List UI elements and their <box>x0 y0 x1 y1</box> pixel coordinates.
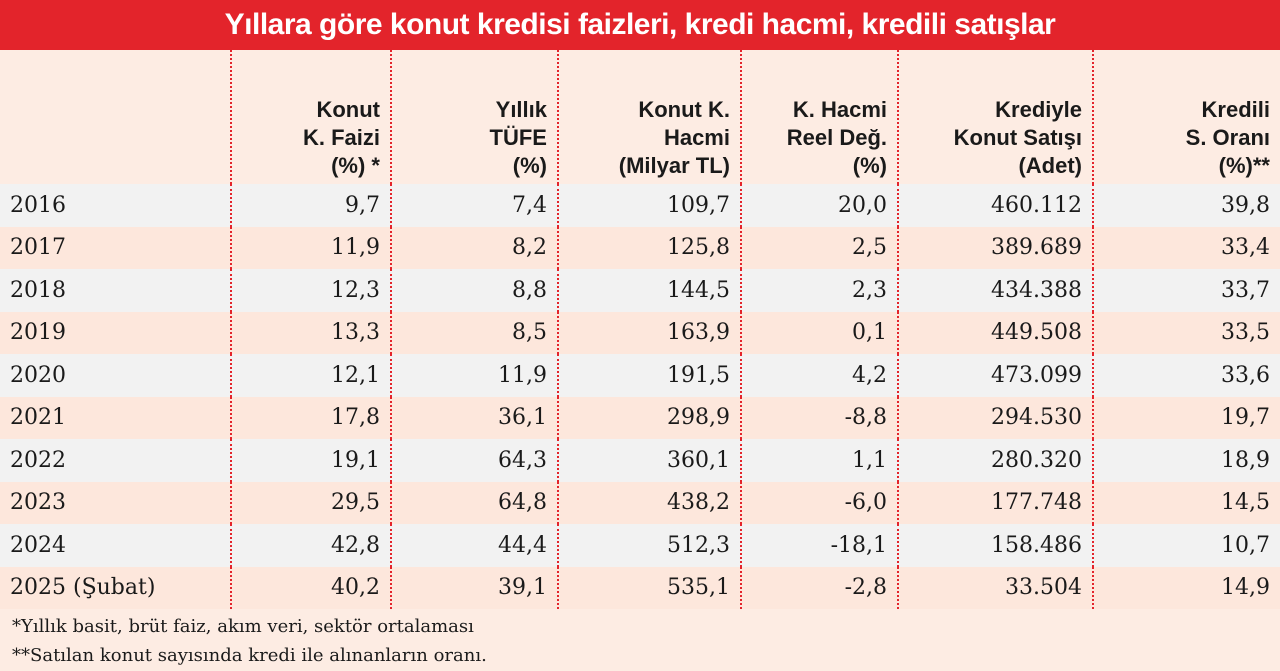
loan-volume-cell: 298,9 <box>557 396 741 439</box>
loan-volume-cell: 438,2 <box>557 481 741 524</box>
credit-ratio-cell: 33,4 <box>1092 226 1280 269</box>
real-change-cell: -8,8 <box>740 396 898 439</box>
credit-ratio-cell: 14,5 <box>1092 481 1280 524</box>
table-row: 2016 9,7 7,4 109,7 20,0 460.112 39,8 <box>0 184 1280 227</box>
header-cell-year <box>0 50 231 184</box>
year-cell: 2021 <box>0 396 231 439</box>
cpi-cell: 39,1 <box>390 566 558 609</box>
credit-ratio-cell: 10,7 <box>1092 524 1280 567</box>
credit-sales-cell: 389.689 <box>897 226 1093 269</box>
real-change-cell: 0,1 <box>740 311 898 354</box>
year-cell: 2019 <box>0 311 231 354</box>
interest-rate-cell: 13,3 <box>230 311 391 354</box>
credit-ratio-cell: 39,8 <box>1092 184 1280 227</box>
header-cell-interest-rate: Konut K. Faizi (%) * <box>230 50 391 184</box>
table-row: 2025 (Şubat) 40,2 39,1 535,1 -2,8 33.504 14,9 <box>0 566 1280 609</box>
interest-rate-cell: 9,7 <box>230 184 391 227</box>
loan-volume-cell: 360,1 <box>557 439 741 482</box>
cpi-cell: 64,8 <box>390 481 558 524</box>
real-change-cell: -6,0 <box>740 481 898 524</box>
credit-sales-cell: 473.099 <box>897 354 1093 397</box>
credit-sales-cell: 158.486 <box>897 524 1093 567</box>
loan-volume-cell: 191,5 <box>557 354 741 397</box>
interest-rate-cell: 40,2 <box>230 566 391 609</box>
table-row: 2018 12,3 8,8 144,5 2,3 434.388 33,7 <box>0 269 1280 312</box>
loan-volume-cell: 163,9 <box>557 311 741 354</box>
table-row: 2019 13,3 8,5 163,9 0,1 449.508 33,5 <box>0 311 1280 354</box>
table-row: 2021 17,8 36,1 298,9 -8,8 294.530 19,7 <box>0 396 1280 439</box>
credit-ratio-cell: 14,9 <box>1092 566 1280 609</box>
header-cell-credit-sales: Krediyle Konut Satışı (Adet) <box>897 50 1093 184</box>
cpi-cell: 11,9 <box>390 354 558 397</box>
header-cell-loan-volume: Konut K. Hacmi (Milyar TL) <box>557 50 741 184</box>
year-cell: 2017 <box>0 226 231 269</box>
table-row: 2017 11,9 8,2 125,8 2,5 389.689 33,4 <box>0 226 1280 269</box>
credit-sales-cell: 294.530 <box>897 396 1093 439</box>
cpi-cell: 8,2 <box>390 226 558 269</box>
table-row: 2022 19,1 64,3 360,1 1,1 280.320 18,9 <box>0 439 1280 482</box>
table-title: Yıllara göre konut kredisi faizleri, kre… <box>0 0 1280 50</box>
real-change-cell: 20,0 <box>740 184 898 227</box>
interest-rate-cell: 19,1 <box>230 439 391 482</box>
credit-ratio-cell: 33,7 <box>1092 269 1280 312</box>
credit-sales-cell: 434.388 <box>897 269 1093 312</box>
credit-ratio-cell: 33,5 <box>1092 311 1280 354</box>
interest-rate-cell: 42,8 <box>230 524 391 567</box>
year-cell: 2016 <box>0 184 231 227</box>
credit-ratio-cell: 19,7 <box>1092 396 1280 439</box>
loan-volume-cell: 535,1 <box>557 566 741 609</box>
loan-volume-cell: 125,8 <box>557 226 741 269</box>
footnote: **Satılan konut sayısında kredi ile alın… <box>12 645 487 666</box>
year-cell: 2018 <box>0 269 231 312</box>
data-table: Konut K. Faizi (%) * Yıllık TÜFE (%) Kon… <box>0 50 1280 609</box>
credit-sales-cell: 460.112 <box>897 184 1093 227</box>
real-change-cell: 2,5 <box>740 226 898 269</box>
cpi-cell: 8,5 <box>390 311 558 354</box>
footnotes: *Yıllık basit, brüt faiz, akım veri, sek… <box>12 612 487 670</box>
header-row: Konut K. Faizi (%) * Yıllık TÜFE (%) Kon… <box>0 50 1280 184</box>
table-row: 2024 42,8 44,4 512,3 -18,1 158.486 10,7 <box>0 524 1280 567</box>
interest-rate-cell: 12,1 <box>230 354 391 397</box>
header-cell-credit-ratio: Kredili S. Oranı (%)** <box>1092 50 1280 184</box>
year-cell: 2024 <box>0 524 231 567</box>
real-change-cell: 4,2 <box>740 354 898 397</box>
footnote: *Yıllık basit, brüt faiz, akım veri, sek… <box>12 616 474 637</box>
header-cell-cpi: Yıllık TÜFE (%) <box>390 50 558 184</box>
credit-sales-cell: 33.504 <box>897 566 1093 609</box>
year-cell: 2025 (Şubat) <box>0 566 231 609</box>
credit-ratio-cell: 18,9 <box>1092 439 1280 482</box>
interest-rate-cell: 11,9 <box>230 226 391 269</box>
credit-sales-cell: 177.748 <box>897 481 1093 524</box>
loan-volume-cell: 109,7 <box>557 184 741 227</box>
cpi-cell: 64,3 <box>390 439 558 482</box>
table-row: 2023 29,5 64,8 438,2 -6,0 177.748 14,5 <box>0 481 1280 524</box>
year-cell: 2023 <box>0 481 231 524</box>
loan-volume-cell: 512,3 <box>557 524 741 567</box>
real-change-cell: -2,8 <box>740 566 898 609</box>
cpi-cell: 36,1 <box>390 396 558 439</box>
cpi-cell: 44,4 <box>390 524 558 567</box>
loan-volume-cell: 144,5 <box>557 269 741 312</box>
real-change-cell: 2,3 <box>740 269 898 312</box>
real-change-cell: 1,1 <box>740 439 898 482</box>
interest-rate-cell: 12,3 <box>230 269 391 312</box>
header-cell-real-change: K. Hacmi Reel Değ. (%) <box>740 50 898 184</box>
interest-rate-cell: 29,5 <box>230 481 391 524</box>
interest-rate-cell: 17,8 <box>230 396 391 439</box>
table-row: 2020 12,1 11,9 191,5 4,2 473.099 33,6 <box>0 354 1280 397</box>
cpi-cell: 7,4 <box>390 184 558 227</box>
cpi-cell: 8,8 <box>390 269 558 312</box>
real-change-cell: -18,1 <box>740 524 898 567</box>
year-cell: 2020 <box>0 354 231 397</box>
credit-sales-cell: 280.320 <box>897 439 1093 482</box>
year-cell: 2022 <box>0 439 231 482</box>
credit-sales-cell: 449.508 <box>897 311 1093 354</box>
credit-ratio-cell: 33,6 <box>1092 354 1280 397</box>
